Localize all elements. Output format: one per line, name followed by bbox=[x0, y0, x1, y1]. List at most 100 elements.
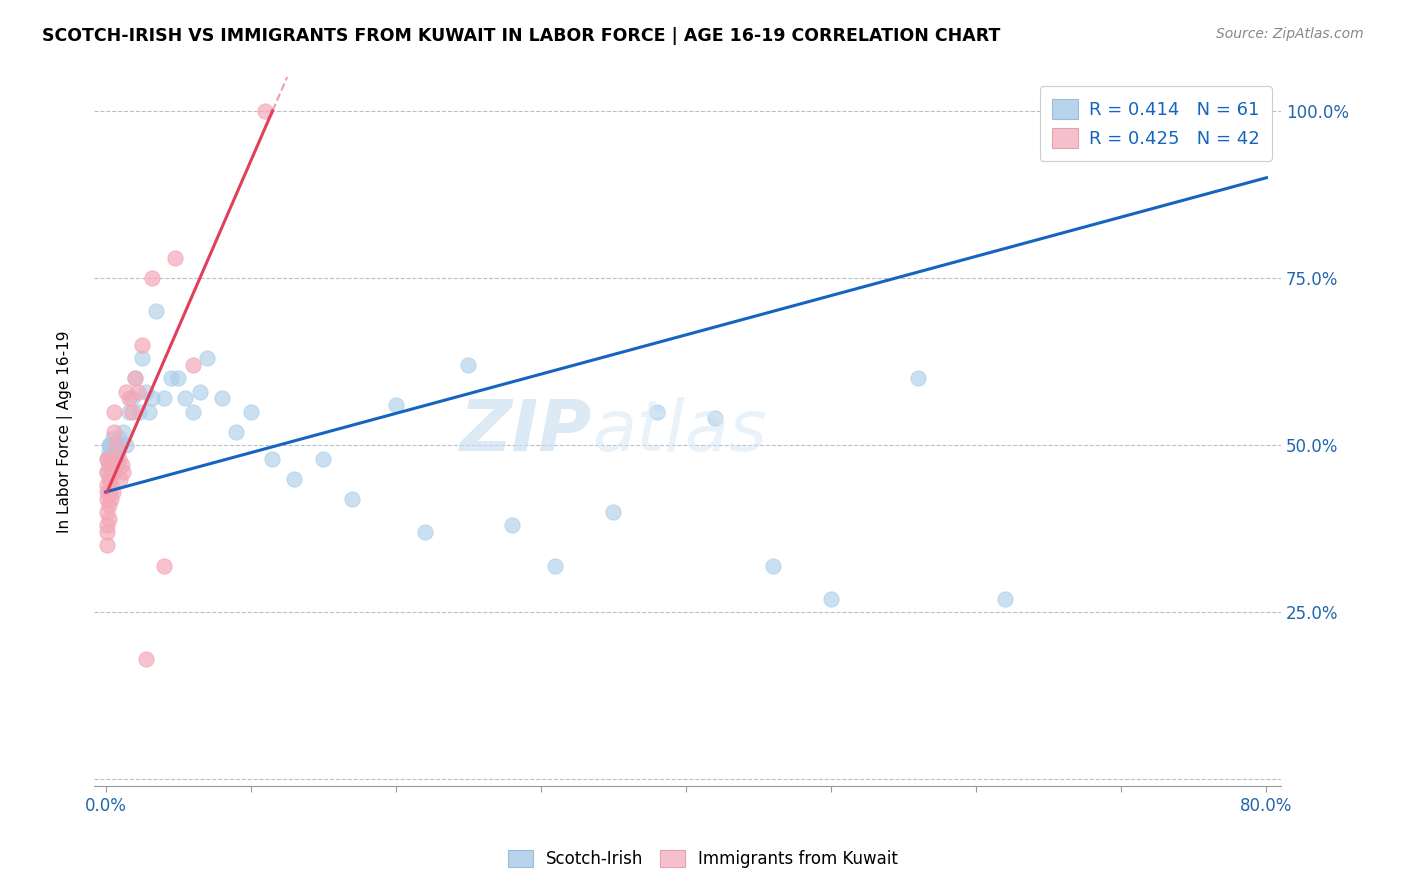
Point bbox=[96, 491, 118, 506]
Point bbox=[145, 304, 167, 318]
Point bbox=[100, 491, 122, 506]
Point bbox=[188, 384, 211, 399]
Point bbox=[107, 432, 129, 446]
Point bbox=[104, 451, 127, 466]
Point bbox=[181, 358, 204, 372]
Point bbox=[101, 458, 124, 473]
Point bbox=[97, 445, 120, 459]
Point bbox=[96, 478, 118, 492]
Point bbox=[124, 371, 146, 385]
Point bbox=[131, 338, 153, 352]
Point bbox=[97, 499, 120, 513]
Point bbox=[112, 465, 135, 479]
Point bbox=[101, 432, 124, 446]
Point bbox=[101, 485, 124, 500]
Legend: R = 0.414   N = 61, R = 0.425   N = 42: R = 0.414 N = 61, R = 0.425 N = 42 bbox=[1040, 87, 1272, 161]
Text: atlas: atlas bbox=[592, 397, 768, 467]
Point bbox=[110, 458, 132, 473]
Point bbox=[112, 425, 135, 439]
Point bbox=[457, 358, 479, 372]
Point bbox=[195, 351, 218, 366]
Point bbox=[135, 652, 157, 666]
Point bbox=[103, 405, 125, 419]
Point bbox=[262, 451, 284, 466]
Point bbox=[96, 525, 118, 540]
Point bbox=[107, 451, 129, 466]
Text: ZIP: ZIP bbox=[460, 397, 592, 467]
Point bbox=[103, 445, 125, 459]
Point bbox=[544, 558, 567, 573]
Point bbox=[96, 538, 118, 552]
Point bbox=[100, 458, 122, 473]
Point bbox=[98, 472, 121, 486]
Point bbox=[131, 351, 153, 366]
Point bbox=[97, 485, 120, 500]
Point bbox=[98, 451, 121, 466]
Point bbox=[602, 505, 624, 519]
Point bbox=[96, 465, 118, 479]
Point bbox=[98, 438, 121, 452]
Point bbox=[1182, 103, 1205, 118]
Point bbox=[994, 591, 1017, 606]
Point bbox=[128, 405, 150, 419]
Point bbox=[413, 525, 436, 540]
Point bbox=[101, 465, 124, 479]
Text: SCOTCH-IRISH VS IMMIGRANTS FROM KUWAIT IN LABOR FORCE | AGE 16-19 CORRELATION CH: SCOTCH-IRISH VS IMMIGRANTS FROM KUWAIT I… bbox=[42, 27, 1001, 45]
Point bbox=[385, 398, 408, 412]
Point bbox=[121, 405, 143, 419]
Point bbox=[152, 392, 174, 406]
Point bbox=[762, 558, 785, 573]
Point bbox=[105, 458, 128, 473]
Point bbox=[98, 451, 121, 466]
Point bbox=[152, 558, 174, 573]
Point bbox=[100, 438, 122, 452]
Point bbox=[97, 512, 120, 526]
Point bbox=[312, 451, 335, 466]
Text: Source: ZipAtlas.com: Source: ZipAtlas.com bbox=[1216, 27, 1364, 41]
Point bbox=[108, 472, 131, 486]
Point bbox=[96, 485, 118, 500]
Point bbox=[174, 392, 197, 406]
Point bbox=[108, 438, 131, 452]
Legend: Scotch-Irish, Immigrants from Kuwait: Scotch-Irish, Immigrants from Kuwait bbox=[501, 843, 905, 875]
Point bbox=[96, 465, 118, 479]
Point bbox=[118, 405, 141, 419]
Point bbox=[101, 445, 124, 459]
Point bbox=[211, 392, 233, 406]
Y-axis label: In Labor Force | Age 16-19: In Labor Force | Age 16-19 bbox=[58, 331, 73, 533]
Point bbox=[97, 458, 120, 473]
Point bbox=[283, 472, 305, 486]
Point bbox=[97, 438, 120, 452]
Point bbox=[645, 405, 668, 419]
Point bbox=[115, 384, 138, 399]
Point bbox=[100, 451, 122, 466]
Point bbox=[96, 451, 118, 466]
Point bbox=[118, 392, 141, 406]
Point bbox=[104, 438, 127, 452]
Point bbox=[98, 458, 121, 473]
Point bbox=[97, 458, 120, 473]
Point bbox=[160, 371, 183, 385]
Point bbox=[165, 251, 187, 265]
Point bbox=[96, 518, 118, 533]
Point bbox=[135, 384, 157, 399]
Point bbox=[181, 405, 204, 419]
Point bbox=[98, 485, 121, 500]
Point bbox=[141, 392, 163, 406]
Point bbox=[704, 411, 727, 425]
Point bbox=[1139, 103, 1161, 118]
Point bbox=[124, 371, 146, 385]
Point bbox=[138, 405, 160, 419]
Point bbox=[96, 505, 118, 519]
Point bbox=[100, 465, 122, 479]
Point bbox=[907, 371, 929, 385]
Point bbox=[239, 405, 262, 419]
Point bbox=[342, 491, 364, 506]
Point bbox=[97, 472, 120, 486]
Point bbox=[96, 451, 118, 466]
Point bbox=[105, 445, 128, 459]
Point bbox=[501, 518, 523, 533]
Point bbox=[820, 591, 842, 606]
Point bbox=[141, 271, 163, 285]
Point bbox=[127, 384, 149, 399]
